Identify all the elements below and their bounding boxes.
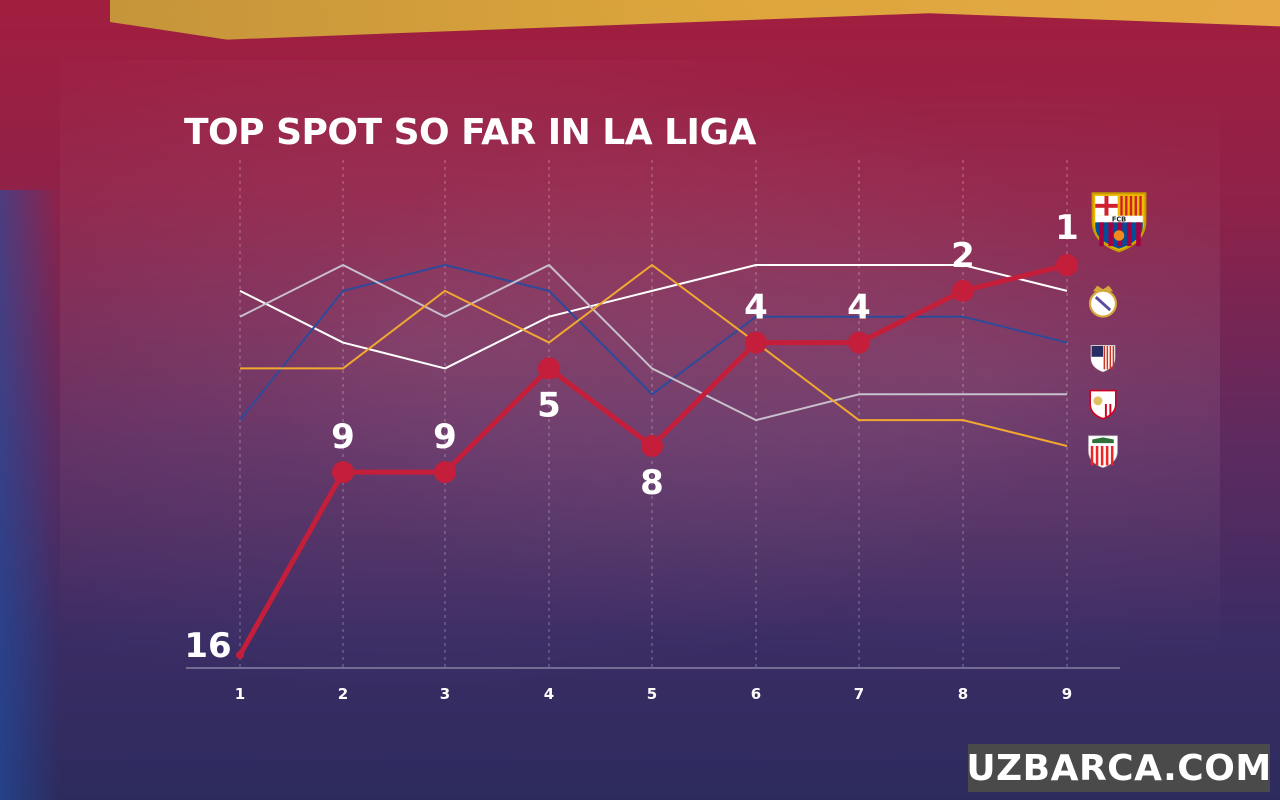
series-line xyxy=(239,264,1067,422)
left-blue-stripe xyxy=(0,190,60,800)
x-tick-label: 3 xyxy=(440,685,450,703)
data-label: 8 xyxy=(640,463,664,503)
chart-title: TOP SPOT SO FAR IN LA LIGA xyxy=(184,112,756,153)
data-labels: 16 9 9 5 8 4 4 2 1 xyxy=(184,208,1079,666)
series-line xyxy=(239,264,1068,421)
real-madrid-crest-icon xyxy=(1085,276,1121,324)
x-tick-label: 6 xyxy=(751,685,761,703)
x-tick-label: 4 xyxy=(544,685,554,703)
data-label: 2 xyxy=(951,236,975,276)
x-tick-labels: 1 2 3 4 5 6 7 8 9 xyxy=(235,685,1072,703)
sevilla-crest-icon xyxy=(1087,385,1119,423)
x-tick-label: 9 xyxy=(1062,685,1072,703)
series-point xyxy=(1056,254,1078,276)
series-point xyxy=(434,461,456,484)
x-tick-label: 7 xyxy=(854,685,864,703)
data-label: 1 xyxy=(1055,208,1079,248)
series-point xyxy=(641,435,663,457)
series-point xyxy=(236,651,244,659)
chart-grid xyxy=(239,160,1068,668)
series-point xyxy=(538,357,560,380)
series-layer xyxy=(236,254,1078,659)
data-label: 4 xyxy=(847,288,871,328)
series-point xyxy=(952,279,974,302)
svg-text:FCB: FCB xyxy=(1112,216,1126,224)
series-point xyxy=(332,461,354,484)
data-label: 5 xyxy=(537,385,561,425)
series-line xyxy=(240,264,1068,447)
data-label: 4 xyxy=(744,288,768,328)
series-line xyxy=(239,264,1068,370)
series-point xyxy=(848,331,870,354)
data-label: 9 xyxy=(331,417,355,457)
x-tick-label: 2 xyxy=(338,685,348,703)
data-label: 9 xyxy=(433,417,457,457)
x-tick-label: 1 xyxy=(235,685,245,703)
atletico-madrid-crest-icon xyxy=(1088,338,1118,378)
barcelona-series-line xyxy=(237,262,1068,657)
athletic-bilbao-crest-icon xyxy=(1085,431,1121,471)
background-photo xyxy=(60,60,1220,760)
watermark: UZBARCA.COM xyxy=(966,744,1271,792)
fc-barcelona-crest-icon: FCB xyxy=(1086,188,1152,254)
data-label: 16 xyxy=(184,626,231,666)
series-point xyxy=(745,331,767,354)
x-tick-label: 5 xyxy=(647,685,657,703)
x-tick-label: 8 xyxy=(958,685,968,703)
